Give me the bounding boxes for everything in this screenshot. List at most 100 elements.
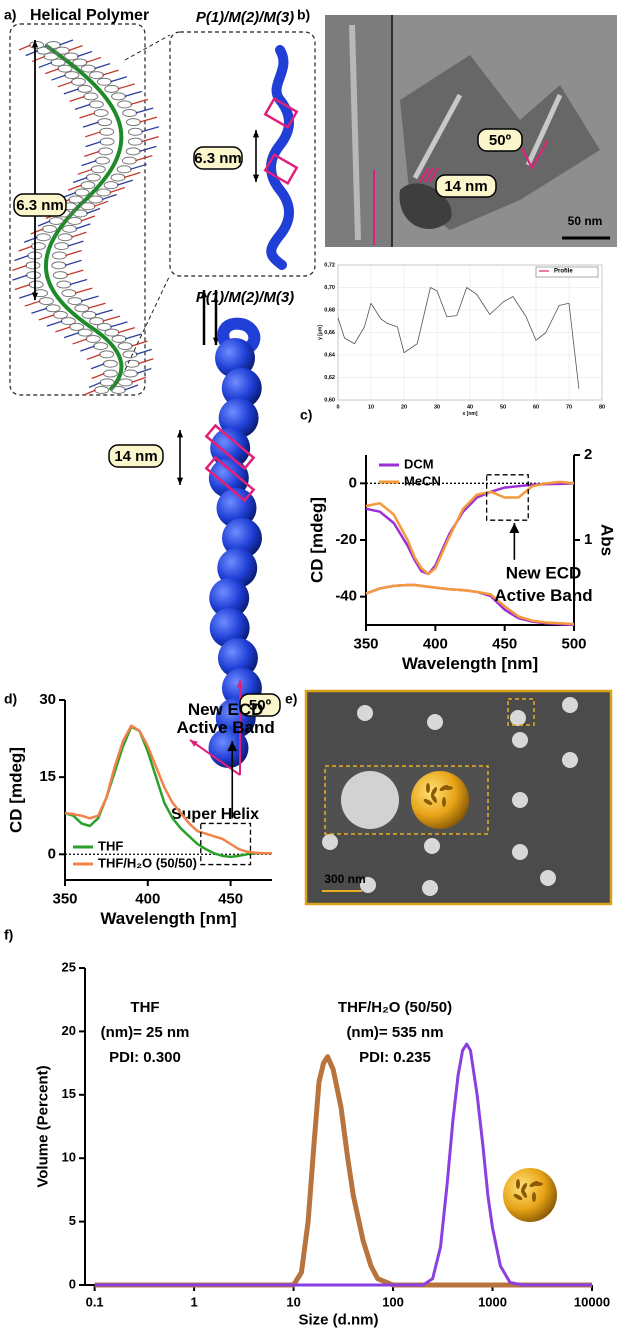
ring [31,243,45,250]
y-tick-label: 0,70 [324,285,335,291]
label: 300 nm [324,872,365,886]
side-chain [110,77,127,82]
particle [424,838,440,854]
side-chain [83,122,99,127]
ring [89,101,103,108]
ring [81,182,95,189]
ring [52,262,66,269]
ring [123,351,137,358]
ring [65,72,79,79]
side-chain [77,51,92,56]
side-chain [31,308,47,313]
side-chain [118,84,135,89]
pore [442,797,446,807]
series-annotation: THF [130,999,159,1016]
label: 6.3 nm [194,150,242,167]
y-tick-label: 20 [62,1023,76,1038]
ring [97,78,111,85]
y-tick-label: 5 [69,1213,76,1228]
ring [73,210,87,217]
arrow-head [177,430,183,437]
side-chain [39,315,55,320]
arrow-head [253,130,259,137]
ring [78,329,92,336]
x-tick-label: 400 [135,890,160,907]
side-chain [86,142,101,147]
pore [533,1182,543,1186]
particle-model [411,771,469,829]
annotation: Active Band [494,586,592,605]
side-chain [55,327,70,332]
x-tick-label: 60 [533,404,539,410]
ring [89,72,103,79]
ring [86,174,100,181]
side-chain [139,117,157,122]
side-chain [137,369,152,374]
ring [42,225,56,232]
particle [562,752,578,768]
pore [443,786,453,790]
side-chain [58,82,73,87]
ring [125,360,139,367]
side-chain [75,288,92,293]
ring [63,225,77,232]
ring [29,281,43,288]
ring [104,182,118,189]
ring [105,85,119,92]
x-tick-label: 0.1 [86,1295,104,1310]
side-chain [75,104,90,109]
side-chain [71,232,86,237]
ring [71,78,85,85]
arrow-head [253,175,259,182]
ring [94,109,108,116]
side-chain [31,229,44,234]
side-chain [68,46,82,51]
pore [426,783,430,793]
particle [512,732,528,748]
annotation-arrowhead [509,523,519,533]
side-chain [110,322,127,327]
x-tick-label: 20 [401,404,407,410]
annotation-box [201,823,251,864]
label: 6.3 nm [16,197,64,214]
y-axis-label: CD [mdeg] [307,497,326,583]
label: Super Helix [171,806,259,823]
y-axis-label: y [µm] [317,325,323,340]
ring [123,109,137,116]
x-tick-label: 50 [500,404,506,410]
particle [512,844,528,860]
label: e) [285,691,297,707]
pore [516,1179,520,1189]
particle-model [503,1168,557,1222]
side-chain [80,346,94,351]
side-chain [87,354,101,359]
side-chain [141,137,158,142]
ring [49,217,63,224]
label: b) [297,7,310,23]
series-line [95,1044,592,1285]
y-tick-label: -40 [335,588,357,605]
x-axis-label: Size (d.nm) [298,1311,378,1328]
ring [39,298,53,305]
ring [26,272,40,279]
side-chain [92,374,105,379]
x-axis-label: Wavelength [nm] [100,909,236,928]
ring [100,351,114,358]
x-axis-label: Wavelength [nm] [402,654,538,673]
series-annotation: PDI: 0.235 [359,1049,431,1066]
y-tick-label: 15 [39,768,56,785]
side-chain [65,251,81,256]
y-tick-label: 0 [69,1276,76,1291]
ring [73,59,87,66]
particle [562,697,578,713]
ring [128,138,142,145]
particle [427,714,443,730]
annotation: New ECD [506,563,582,582]
label: Helical Polymer [30,7,149,24]
label: c) [300,407,312,423]
ring [36,234,50,241]
y-axis-label: Volume (Percent) [34,1065,51,1187]
label: P(1)/M(2)/M(3) [196,9,294,26]
particle [510,710,526,726]
x-tick-label: 40 [467,404,473,410]
